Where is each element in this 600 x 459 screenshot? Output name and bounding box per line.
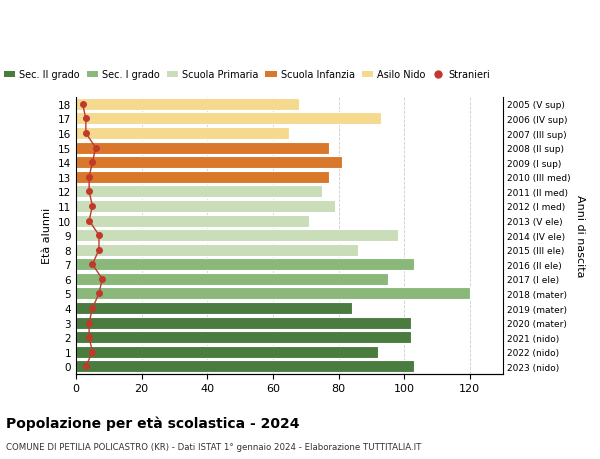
Bar [76, 346, 378, 358]
Bar [76, 302, 352, 314]
Point [97, 275, 107, 283]
Bar [76, 273, 388, 285]
Text: COMUNE DI PETILIA POLICASTRO (KR) - Dati ISTAT 1° gennaio 2024 - Elaborazione TU: COMUNE DI PETILIA POLICASTRO (KR) - Dati… [6, 442, 421, 451]
Y-axis label: Età alunni: Età alunni [43, 207, 52, 263]
Point [88, 305, 97, 312]
Bar [76, 99, 299, 111]
Point [85, 334, 94, 341]
Bar [76, 157, 342, 169]
Bar [76, 172, 329, 184]
Point [88, 261, 97, 269]
Bar [76, 361, 414, 373]
Bar [76, 128, 289, 140]
Point [88, 159, 97, 167]
Point [85, 174, 94, 181]
Bar [76, 288, 470, 300]
Point [85, 319, 94, 327]
Point [94, 232, 104, 239]
Bar [76, 331, 411, 343]
Bar [76, 259, 414, 271]
Point [81, 363, 91, 370]
Point [85, 218, 94, 225]
Bar [76, 230, 398, 241]
Point [85, 188, 94, 196]
Legend: Sec. II grado, Sec. I grado, Scuola Primaria, Scuola Infanzia, Asilo Nido, Stran: Sec. II grado, Sec. I grado, Scuola Prim… [0, 66, 494, 84]
Point [81, 116, 91, 123]
Bar [76, 317, 411, 329]
Y-axis label: Anni di nascita: Anni di nascita [575, 195, 585, 277]
Point [94, 290, 104, 297]
Point [88, 348, 97, 356]
Text: Popolazione per età scolastica - 2024: Popolazione per età scolastica - 2024 [6, 415, 299, 430]
Bar [76, 113, 381, 125]
Bar [76, 186, 322, 198]
Bar [76, 215, 309, 227]
Point [88, 203, 97, 210]
Bar [76, 201, 335, 213]
Point [81, 130, 91, 137]
Point [78, 101, 88, 108]
Point [91, 145, 100, 152]
Point [94, 246, 104, 254]
Bar [76, 142, 329, 154]
Bar [76, 244, 358, 256]
